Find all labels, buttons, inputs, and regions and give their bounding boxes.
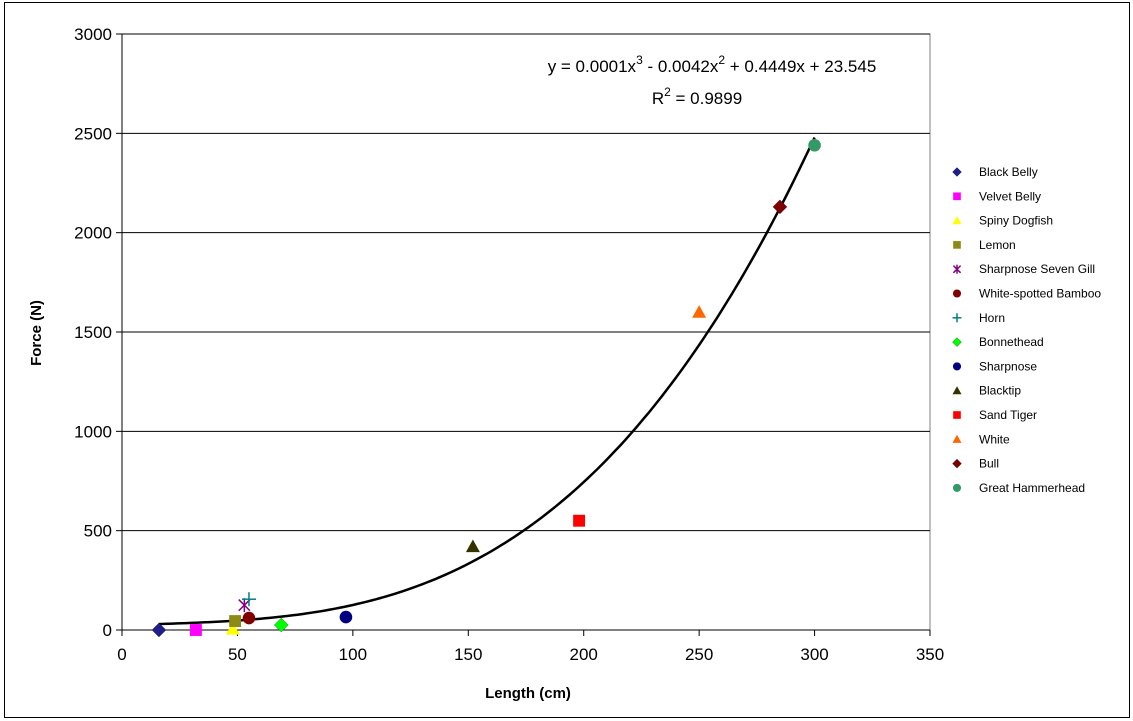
x-tick-labels: 0 50 100 150 200 250 300 350 [117, 630, 944, 664]
legend-label: Great Hammerhead [979, 481, 1085, 495]
data-point [151, 622, 167, 638]
y-tick-label: 1500 [74, 323, 112, 342]
legend-label: Bull [979, 457, 999, 471]
data-point [229, 615, 242, 628]
x-tick-label: 200 [570, 645, 598, 664]
gridlines [122, 33, 930, 532]
legend-marker [952, 216, 962, 225]
y-tick-label: 500 [84, 522, 112, 541]
data-point [808, 138, 821, 152]
data-point [242, 611, 256, 625]
legend-label: Bonnethead [979, 335, 1044, 349]
legend-marker [952, 313, 962, 323]
legend-marker [953, 411, 961, 419]
legend-marker [952, 362, 962, 371]
x-tick-label: 250 [685, 645, 713, 664]
legend-label: Sand Tiger [979, 408, 1037, 422]
trendline [158, 136, 816, 626]
legend-label: White-spotted Bamboo [979, 287, 1101, 301]
r-squared-label: R2 = 0.9899 [652, 85, 742, 108]
x-tick-label: 300 [800, 645, 828, 664]
x-tick-label: 0 [117, 645, 126, 664]
data-point [465, 539, 480, 553]
data-point [189, 624, 202, 636]
data-point [772, 199, 788, 215]
x-tick-label: 50 [228, 645, 247, 664]
data-point [692, 305, 707, 318]
legend-label: White [979, 432, 1010, 446]
legend-marker [952, 289, 962, 298]
legend-marker [953, 192, 961, 201]
x-axis-title: Length (cm) [485, 685, 571, 702]
legend-label: Sharpnose [979, 359, 1037, 373]
data-point [241, 592, 256, 607]
data-point [225, 622, 240, 635]
y-axis-title: Force (N) [28, 300, 45, 366]
trendline-equation: y = 0.0001x3 - 0.0042x2 + 0.4449x + 23.5… [548, 53, 877, 76]
legend-label: Horn [979, 311, 1005, 325]
legend-marker [953, 241, 961, 249]
data-point [238, 598, 251, 613]
y-tick-labels: 0 500 1000 1500 2000 2500 3000 [74, 25, 122, 640]
data-points [151, 138, 821, 638]
y-tick-label: 2000 [74, 224, 112, 243]
y-tick-label: 3000 [74, 25, 112, 44]
data-point [339, 610, 353, 624]
legend-label: Black Belly [979, 165, 1038, 179]
y-tick-label: 0 [103, 621, 112, 640]
legend-label: Sharpnose Seven Gill [979, 262, 1095, 276]
legend-marker [952, 458, 962, 469]
legend-marker [952, 434, 962, 443]
legend-marker [952, 483, 962, 492]
legend: Black Belly Velvet Belly Spiny Dogfish Lemo… [952, 165, 1101, 495]
data-point [274, 617, 289, 633]
y-tick-label: 1000 [74, 422, 112, 441]
legend-label: Blacktip [979, 384, 1021, 398]
legend-marker [952, 264, 962, 274]
legend-marker [952, 167, 962, 177]
legend-marker [952, 386, 962, 395]
x-tick-label: 100 [339, 645, 367, 664]
y-tick-label: 2500 [74, 124, 112, 143]
data-point [573, 514, 586, 527]
legend-marker [952, 337, 962, 347]
legend-label: Spiny Dogfish [979, 214, 1053, 228]
legend-label: Lemon [979, 238, 1016, 252]
x-tick-label: 350 [916, 645, 944, 664]
legend-label: Velvet Belly [979, 189, 1041, 203]
x-tick-label: 150 [454, 645, 482, 664]
